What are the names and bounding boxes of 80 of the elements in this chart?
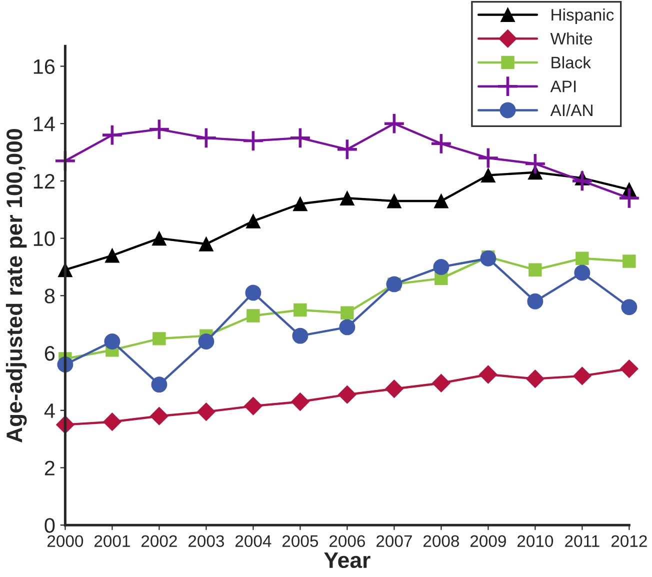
y-tick-label: 4 bbox=[44, 404, 55, 418]
point bbox=[294, 303, 307, 317]
point bbox=[571, 170, 594, 192]
x-tick-label: 2004 bbox=[235, 535, 272, 548]
y-tick-label: 14 bbox=[34, 116, 55, 132]
x-tick-label: 2007 bbox=[376, 535, 412, 548]
point bbox=[104, 248, 120, 263]
point bbox=[576, 252, 589, 265]
point bbox=[574, 264, 590, 281]
point bbox=[386, 194, 402, 208]
point bbox=[152, 231, 166, 246]
x-tick-label: 2012 bbox=[611, 535, 647, 548]
point bbox=[198, 334, 214, 350]
legend-label: API bbox=[550, 80, 576, 92]
point bbox=[620, 360, 638, 378]
point bbox=[430, 132, 452, 155]
point bbox=[432, 374, 450, 392]
point bbox=[292, 196, 308, 212]
x-tick-label: 2002 bbox=[142, 535, 177, 548]
y-tick-label: 2 bbox=[44, 460, 54, 476]
point bbox=[197, 402, 216, 421]
point bbox=[621, 299, 638, 316]
y-axis-title: Age-adjusted rate per 100,000 bbox=[6, 129, 27, 443]
legend-label: Hispanic bbox=[552, 8, 614, 24]
y-tick-label: 0 bbox=[44, 518, 55, 533]
point bbox=[477, 146, 500, 170]
point bbox=[245, 284, 262, 301]
x-tick-label: 2005 bbox=[282, 535, 318, 548]
legend-label: White bbox=[550, 32, 592, 45]
point bbox=[433, 258, 450, 275]
point bbox=[478, 365, 498, 384]
point bbox=[480, 250, 496, 266]
x-tick-label: 2001 bbox=[94, 535, 130, 548]
point bbox=[148, 118, 170, 140]
point bbox=[528, 263, 542, 276]
point bbox=[572, 366, 592, 386]
point bbox=[622, 254, 636, 268]
x-tick-label: 2008 bbox=[423, 535, 459, 548]
point bbox=[524, 152, 546, 175]
y-tick-label: 12 bbox=[34, 174, 54, 188]
x-tick-label: 2006 bbox=[329, 535, 365, 548]
point bbox=[338, 385, 356, 404]
point bbox=[340, 190, 354, 206]
point bbox=[246, 309, 260, 322]
y-tick-label: 8 bbox=[44, 288, 55, 304]
point bbox=[292, 328, 308, 344]
point bbox=[385, 380, 404, 398]
point bbox=[198, 236, 214, 252]
x-tick-label: 2003 bbox=[188, 535, 224, 548]
point bbox=[340, 306, 354, 320]
point bbox=[152, 332, 166, 346]
point bbox=[527, 293, 544, 310]
point bbox=[336, 138, 358, 161]
point bbox=[101, 124, 124, 146]
point bbox=[618, 187, 640, 210]
point bbox=[151, 376, 168, 393]
x-tick-label: 2010 bbox=[517, 535, 554, 548]
point bbox=[383, 112, 406, 135]
point bbox=[526, 370, 544, 388]
x-axis-title: Year bbox=[324, 552, 370, 568]
point bbox=[150, 406, 168, 426]
x-tick-label: 2000 bbox=[48, 535, 84, 548]
point bbox=[289, 126, 312, 150]
legend-label: Black bbox=[552, 56, 592, 68]
point bbox=[434, 194, 448, 208]
y-tick-label: 6 bbox=[44, 346, 55, 361]
x-tick-label: 2009 bbox=[470, 535, 506, 548]
y-tick-label: 16 bbox=[34, 59, 55, 74]
point bbox=[246, 214, 260, 228]
point bbox=[103, 412, 122, 432]
point bbox=[242, 130, 264, 152]
point bbox=[291, 392, 310, 411]
y-tick-label: 10 bbox=[34, 231, 55, 246]
point bbox=[480, 168, 496, 182]
legend-label: AI/AN bbox=[550, 104, 592, 116]
point bbox=[244, 396, 262, 416]
point bbox=[104, 334, 120, 350]
point bbox=[339, 319, 356, 336]
x-tick-label: 2011 bbox=[565, 535, 600, 548]
point bbox=[195, 126, 218, 150]
